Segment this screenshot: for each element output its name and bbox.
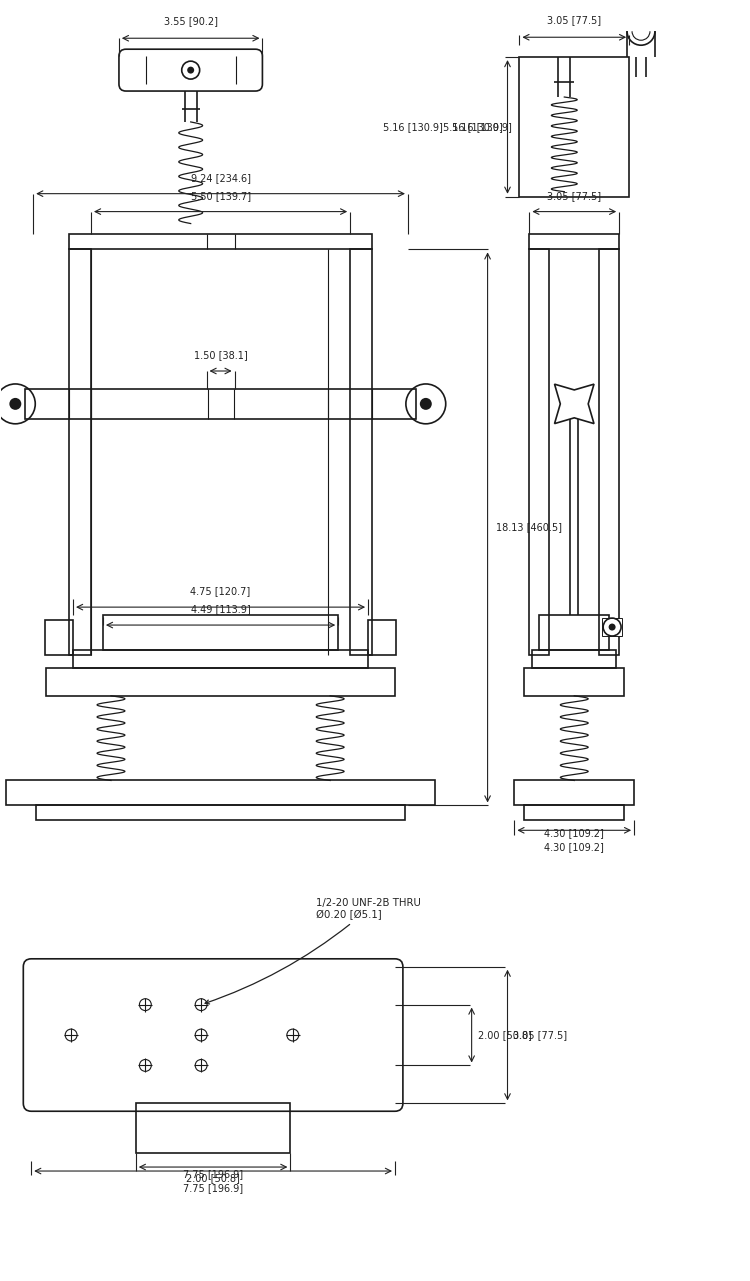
- Bar: [103, 615, 338, 649]
- Bar: [524, 667, 624, 696]
- Bar: [520, 58, 629, 197]
- Text: 1/2-20 UNF-2B THRU
Ø0.20 [Ø5.1]: 1/2-20 UNF-2B THRU Ø0.20 [Ø5.1]: [205, 898, 421, 1004]
- FancyBboxPatch shape: [23, 958, 403, 1111]
- Bar: [36, 806, 405, 820]
- Bar: [532, 649, 616, 667]
- Bar: [26, 389, 416, 419]
- Text: 2.00 [50.8]: 2.00 [50.8]: [478, 1030, 532, 1040]
- Bar: [73, 649, 368, 667]
- Bar: [45, 620, 73, 655]
- Bar: [530, 250, 549, 655]
- Text: 4.75 [120.7]: 4.75 [120.7]: [190, 587, 250, 596]
- Bar: [539, 615, 609, 649]
- Text: 7.75 [196.9]: 7.75 [196.9]: [183, 1182, 243, 1193]
- Text: 2.00 [50.8]: 2.00 [50.8]: [186, 1173, 240, 1184]
- Circle shape: [609, 624, 616, 630]
- Text: 3.05 [77.5]: 3.05 [77.5]: [514, 1030, 568, 1040]
- Text: 5.16 [130.9]: 5.16 [130.9]: [382, 122, 442, 132]
- Text: 5.16 [130.9]: 5.16 [130.9]: [442, 122, 503, 132]
- Bar: [136, 1103, 290, 1153]
- Bar: [602, 619, 622, 637]
- Text: 3.05 [77.5]: 3.05 [77.5]: [548, 191, 602, 201]
- Text: 4.30 [109.2]: 4.30 [109.2]: [544, 829, 604, 838]
- Bar: [350, 250, 372, 655]
- Bar: [69, 250, 91, 655]
- Text: 4.49 [113.9]: 4.49 [113.9]: [190, 605, 250, 614]
- Text: 5.50 [139.7]: 5.50 [139.7]: [190, 191, 250, 201]
- Bar: [6, 780, 435, 806]
- Circle shape: [420, 398, 432, 410]
- Text: 5.16 [130.9]: 5.16 [130.9]: [452, 122, 512, 132]
- Text: 1.50 [38.1]: 1.50 [38.1]: [194, 350, 248, 360]
- Bar: [530, 233, 619, 250]
- Bar: [599, 250, 619, 655]
- Text: 18.13 [460.5]: 18.13 [460.5]: [496, 523, 562, 533]
- Circle shape: [188, 67, 194, 73]
- Bar: [46, 667, 395, 696]
- Text: 7.75 [196.9]: 7.75 [196.9]: [183, 1170, 243, 1179]
- Bar: [69, 233, 372, 250]
- FancyBboxPatch shape: [119, 49, 262, 91]
- Text: 3.05 [77.5]: 3.05 [77.5]: [548, 15, 602, 26]
- Text: 9.24 [234.6]: 9.24 [234.6]: [190, 173, 250, 183]
- Text: 3.55 [90.2]: 3.55 [90.2]: [164, 17, 218, 27]
- Bar: [524, 806, 624, 820]
- Bar: [368, 620, 396, 655]
- Circle shape: [9, 398, 21, 410]
- Polygon shape: [554, 384, 594, 424]
- Bar: [514, 780, 634, 806]
- Text: 4.30 [109.2]: 4.30 [109.2]: [544, 842, 604, 852]
